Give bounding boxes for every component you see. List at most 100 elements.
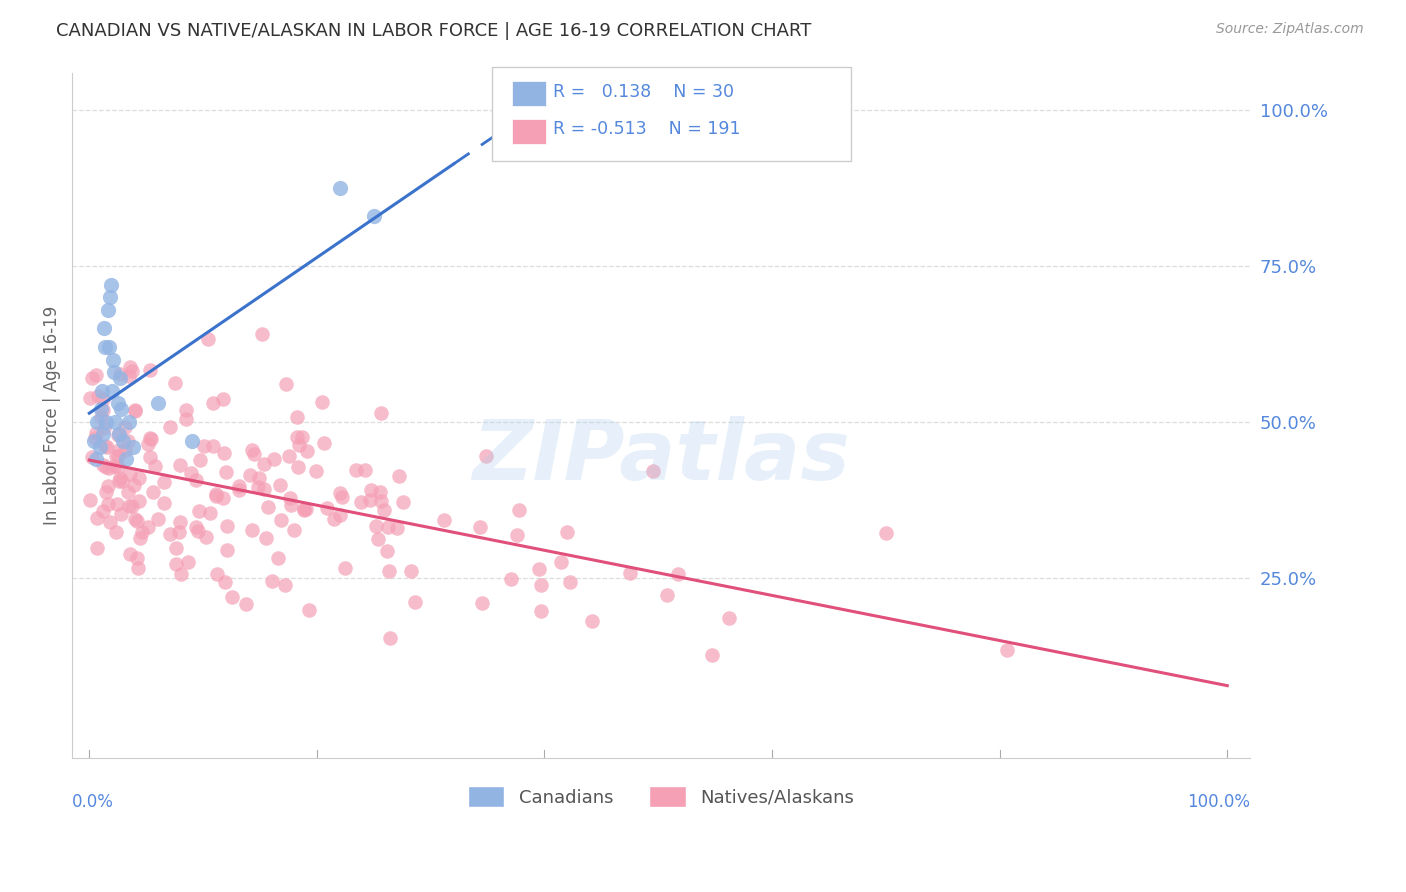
Point [124,403,146,417]
Point [270,513,292,527]
Point [103,352,125,367]
Point [274,578,297,592]
Point [125,514,148,528]
Point [107,459,129,474]
Point [118,360,141,375]
Point [378,631,401,645]
Point [107,450,129,464]
Point [93,321,115,335]
Point [370,494,392,508]
Point [217,518,239,533]
Point [108,368,131,382]
Point [84,452,107,467]
Point [80,371,103,385]
Point [197,332,219,346]
Point [91,427,114,442]
Point [188,503,211,517]
Point [86,511,108,525]
Point [363,209,385,223]
Point [202,439,225,453]
Point [84,368,107,383]
Point [468,520,491,534]
Text: R = -0.513    N = 191: R = -0.513 N = 191 [553,120,740,138]
Point [333,561,356,575]
Point [110,508,132,522]
Point [198,506,221,520]
Point [86,415,108,429]
Point [96,485,118,500]
Point [117,484,139,499]
Point [312,435,335,450]
Point [93,439,115,453]
Point [875,525,897,540]
Point [250,327,273,342]
Point [98,290,121,304]
Point [278,449,301,463]
Point [995,643,1018,657]
Point [298,603,321,617]
Point [139,363,162,377]
Point [558,574,581,589]
Point [375,544,398,558]
Point [118,415,141,429]
Point [499,573,522,587]
Point [377,564,399,578]
Point [177,555,200,569]
Point [153,496,176,510]
Point [169,458,191,473]
Point [315,501,337,516]
Point [205,487,228,501]
Point [80,450,103,464]
Point [295,443,318,458]
Point [292,503,315,517]
Text: 100.0%: 100.0% [1187,793,1250,811]
Point [114,419,136,434]
Point [146,512,169,526]
Point [169,525,191,540]
Point [79,492,101,507]
Point [138,450,160,464]
Point [101,384,124,398]
Point [94,460,117,475]
Point [108,470,131,484]
Point [373,503,395,517]
Point [530,578,553,592]
Point [117,368,139,383]
Point [180,466,202,480]
Point [253,457,276,471]
Point [266,551,288,566]
Point [142,484,165,499]
Point [83,431,105,445]
Point [217,542,239,557]
Point [83,434,105,448]
Point [98,515,121,529]
Point [254,531,277,545]
Point [108,371,131,385]
Point [86,541,108,556]
Point [287,460,309,475]
Point [247,471,270,485]
Legend: Canadians, Natives/Alaskans: Canadians, Natives/Alaskans [461,779,860,814]
Point [111,474,134,488]
Point [97,497,120,511]
Point [262,574,284,588]
Point [666,566,689,581]
Point [399,564,422,578]
Point [103,459,125,474]
Point [364,519,387,533]
Point [118,499,141,513]
Point [228,478,250,492]
Text: Source: ZipAtlas.com: Source: ZipAtlas.com [1216,22,1364,37]
Point [121,440,143,454]
Point [143,458,166,473]
Point [212,392,235,406]
Point [112,434,135,448]
Point [242,447,264,461]
Point [202,396,225,410]
Point [330,490,353,504]
Point [96,415,118,429]
Point [285,430,308,444]
Point [471,596,494,610]
Point [292,502,315,516]
Point [188,453,211,467]
